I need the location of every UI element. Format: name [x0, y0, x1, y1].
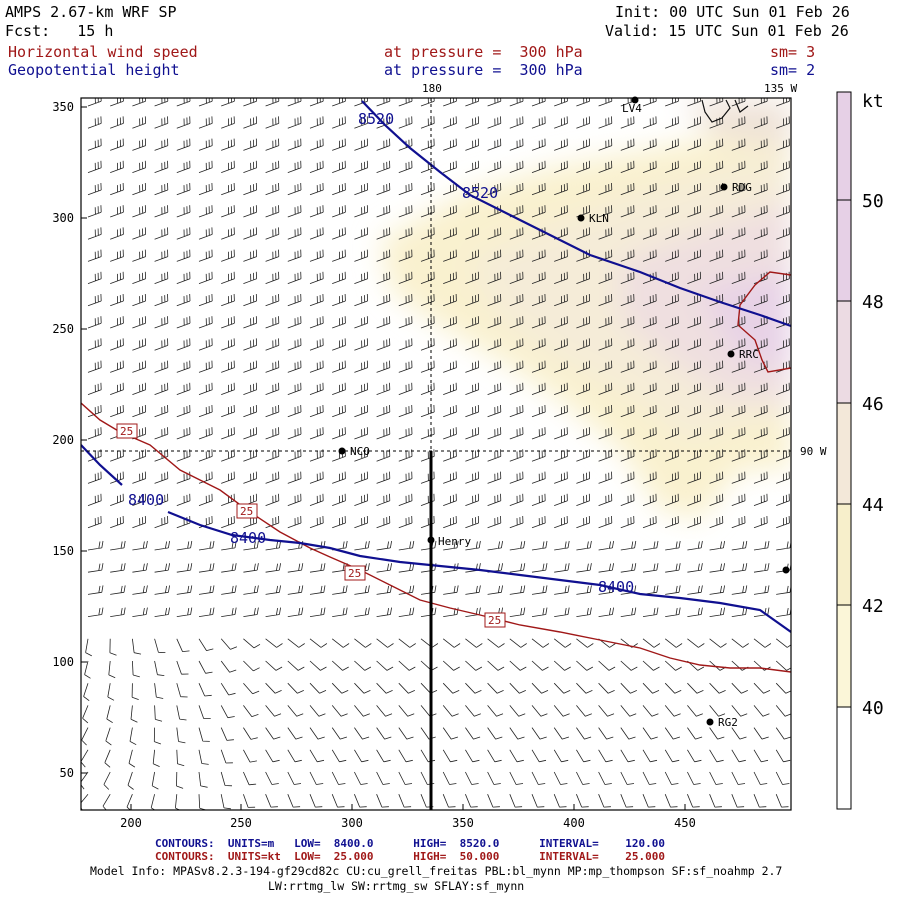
wind-speed-contours	[81, 271, 791, 673]
lon-135w-label: 135 W	[764, 82, 797, 95]
station-nco: NCO	[338, 445, 370, 458]
field2-level: at pressure = 300 hPa	[384, 61, 583, 79]
y-tick-label: 350	[52, 100, 74, 114]
height-label: 8400	[598, 578, 634, 596]
station-label: RDG	[732, 181, 752, 194]
plot-frame	[80, 97, 792, 811]
speed-label-box: 25	[344, 565, 366, 581]
stations: KLN RDG RRC NCO Henry RG2 LV4	[338, 96, 790, 729]
x-tick-label: 350	[452, 816, 474, 830]
coastline	[701, 99, 749, 123]
geopotential-height-contours	[81, 100, 791, 633]
colorbar-band	[837, 605, 851, 707]
colorbar-band	[837, 301, 851, 403]
valid-time: Valid: 15 UTC Sun 01 Feb 26	[605, 22, 849, 40]
colorbar-unit: kt	[862, 91, 884, 112]
colorbar-band	[837, 403, 851, 504]
colorbar-label: 44	[862, 495, 884, 516]
y-tick-label: 200	[52, 433, 74, 447]
speed-label-box: 25	[236, 503, 258, 519]
station-label: KLN	[589, 212, 609, 225]
contours-speed-info: CONTOURS: UNITS=kt LOW= 25.000 HIGH= 50.…	[155, 850, 665, 863]
x-tick-label: 200	[120, 816, 142, 830]
wind-barbs	[81, 98, 791, 810]
station-label: NCO	[350, 445, 370, 458]
x-tick-label: 400	[563, 816, 585, 830]
colorbar-band	[837, 200, 851, 301]
y-axis-labels: 350 300 250 200 150 100 50	[52, 100, 74, 780]
speed-label: 25	[120, 425, 133, 438]
wind-barb-set	[81, 98, 791, 810]
station-rrc: RRC	[727, 348, 759, 361]
station-kln: KLN	[577, 212, 609, 225]
station-unnamed	[782, 566, 790, 574]
meridian-labels: 180 135 W 90 W	[422, 82, 827, 458]
field1-name: Horizontal wind speed	[8, 43, 198, 61]
colorbar-label: 48	[862, 292, 884, 313]
lon-90w-label: 90 W	[800, 445, 827, 458]
colorbar-band	[837, 707, 851, 809]
model-title: AMPS 2.67-km WRF SP	[5, 3, 177, 21]
map-plot: 8520 8520 8400 8400 8400 25 25 25 25 KLN…	[52, 82, 884, 830]
colorbar: kt 50 48 46 44 42 40	[836, 91, 884, 810]
x-axis-labels: 200 250 300 350 400 450	[120, 816, 696, 830]
colorbar-band	[837, 504, 851, 605]
height-labels: 8520 8520 8400 8400 8400	[128, 110, 634, 596]
wind-speed-shading	[380, 100, 791, 520]
field1-smoothing: sm= 3	[770, 43, 816, 61]
field2-name: Geopotential height	[8, 61, 180, 79]
speed-labels: 25 25 25 25	[116, 423, 506, 628]
y-tick-label: 250	[52, 322, 74, 336]
station-label: RG2	[718, 716, 738, 729]
y-tick-label: 300	[52, 211, 74, 225]
speed-label: 25	[488, 614, 501, 627]
speed-label: 25	[348, 567, 361, 580]
axis-ticks	[81, 106, 686, 810]
model-info-line1: Model Info: MPASv8.2.3-194-gf29cd82c CU:…	[90, 864, 783, 878]
speed-label-box: 25	[116, 423, 138, 439]
x-tick-label: 250	[230, 816, 252, 830]
y-tick-label: 150	[52, 544, 74, 558]
colorbar-label: 50	[862, 191, 884, 212]
forecast-hour: Fcst: 15 h	[5, 22, 114, 40]
x-tick-label: 450	[674, 816, 696, 830]
x-tick-label: 300	[341, 816, 363, 830]
height-label: 8520	[358, 110, 394, 128]
speed-label: 25	[240, 505, 253, 518]
station-rdg: RDG	[720, 181, 752, 194]
speed-label-box: 25	[484, 612, 506, 628]
colorbar-label: 42	[862, 596, 884, 617]
lon-180-label: 180	[422, 82, 442, 95]
station-label: RRC	[739, 348, 759, 361]
y-tick-label: 100	[52, 655, 74, 669]
height-label: 8520	[462, 184, 498, 202]
station-label: Henry	[438, 535, 471, 548]
colorbar-label: 46	[862, 394, 884, 415]
colorbar-frame	[836, 91, 852, 810]
init-time: Init: 00 UTC Sun 01 Feb 26	[615, 3, 850, 21]
station-rg2: RG2	[706, 716, 738, 729]
station-henry: Henry	[427, 535, 471, 548]
station-label: LV4	[622, 102, 642, 115]
field1-level: at pressure = 300 hPa	[384, 43, 583, 61]
height-label: 8400	[128, 491, 164, 509]
colorbar-band	[837, 92, 851, 200]
colorbar-label: 40	[862, 698, 884, 719]
model-info-line2: LW:rrtmg_lw SW:rrtmg_sw SFLAY:sf_mynn	[268, 879, 525, 893]
field2-smoothing: sm= 2	[770, 61, 816, 79]
y-tick-label: 50	[60, 766, 74, 780]
contours-height-info: CONTOURS: UNITS=m LOW= 8400.0 HIGH= 8520…	[155, 837, 665, 850]
height-label: 8400	[230, 529, 266, 547]
